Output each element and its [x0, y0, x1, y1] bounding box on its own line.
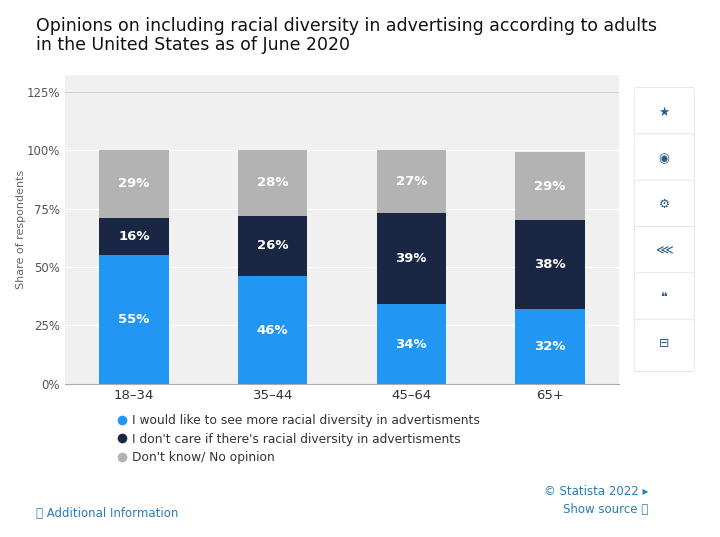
FancyBboxPatch shape	[634, 88, 694, 140]
Text: 39%: 39%	[395, 252, 427, 265]
FancyBboxPatch shape	[634, 273, 694, 325]
Legend: I would like to see more racial diversity in advertisments, I don't care if ther: I would like to see more racial diversit…	[114, 409, 485, 469]
Bar	[99, 218, 168, 255]
Text: 46%: 46%	[257, 324, 289, 337]
Text: 26%: 26%	[257, 240, 289, 252]
Text: 16%: 16%	[118, 230, 150, 243]
Bar	[99, 150, 168, 218]
Text: ★: ★	[659, 106, 670, 119]
Text: 28%: 28%	[257, 176, 289, 189]
Bar	[377, 304, 446, 384]
Text: 29%: 29%	[534, 180, 566, 193]
Bar	[516, 309, 585, 384]
Text: ⓘ Additional Information: ⓘ Additional Information	[36, 507, 179, 520]
Text: ⊟: ⊟	[659, 337, 670, 350]
Y-axis label: Share of respondents: Share of respondents	[16, 170, 26, 289]
Bar	[99, 255, 168, 384]
Text: ⋘: ⋘	[655, 245, 673, 258]
Text: 32%: 32%	[534, 340, 566, 353]
Bar	[516, 153, 585, 220]
Text: Show source ⓘ: Show source ⓘ	[563, 503, 648, 516]
Text: 29%: 29%	[118, 177, 150, 191]
Text: ❝: ❝	[661, 291, 667, 304]
Text: Opinions on including racial diversity in advertising according to adults: Opinions on including racial diversity i…	[36, 17, 657, 35]
Text: ◉: ◉	[659, 152, 670, 165]
Text: 27%: 27%	[395, 175, 427, 188]
Text: ⚙: ⚙	[659, 198, 670, 212]
Text: in the United States as of June 2020: in the United States as of June 2020	[36, 35, 350, 54]
Text: 38%: 38%	[534, 258, 566, 271]
FancyBboxPatch shape	[634, 134, 694, 186]
Bar	[238, 150, 307, 215]
Bar	[377, 150, 446, 213]
Text: 55%: 55%	[118, 313, 150, 326]
Bar	[238, 277, 307, 384]
Text: 34%: 34%	[395, 338, 427, 351]
FancyBboxPatch shape	[634, 227, 694, 279]
Text: © Statista 2022 ▸: © Statista 2022 ▸	[544, 485, 648, 498]
FancyBboxPatch shape	[634, 180, 694, 233]
Bar	[516, 220, 585, 309]
FancyBboxPatch shape	[634, 319, 694, 372]
Bar	[238, 215, 307, 277]
Bar	[377, 213, 446, 304]
